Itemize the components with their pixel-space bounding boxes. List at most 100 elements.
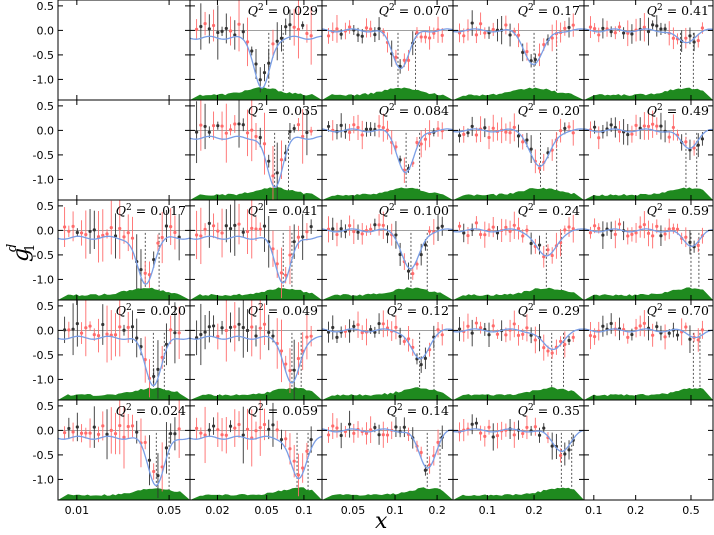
- data-point: [495, 332, 500, 336]
- data-point: [237, 422, 241, 427]
- x-tick-label: 0.05: [254, 504, 279, 517]
- data-point: [398, 334, 402, 338]
- data-point: [237, 22, 241, 26]
- data-point: [122, 328, 126, 332]
- data-point: [592, 27, 597, 31]
- data-point: [646, 124, 651, 128]
- data-point: [199, 332, 203, 337]
- data-point: [671, 36, 675, 40]
- data-point: [220, 326, 224, 330]
- data-point: [233, 122, 237, 126]
- x-tick-label: 0.5: [682, 504, 700, 517]
- data-point: [642, 25, 646, 29]
- data-point: [275, 39, 279, 43]
- y-axis-label-sup: d: [5, 244, 20, 252]
- data-point: [630, 332, 634, 337]
- data-point: [254, 134, 258, 139]
- y-tick-label: 0.5: [37, 300, 55, 313]
- data-point: [563, 452, 567, 456]
- data-point: [245, 230, 250, 234]
- data-point: [233, 223, 237, 227]
- x-tick-label: 0.2: [525, 504, 543, 517]
- panel: 0.5 0.0 -0.5 -1.0 Q2 = 0.017: [33, 199, 191, 301]
- fit-curve: [584, 28, 713, 44]
- data-point: [169, 225, 173, 229]
- panel: Q2 = 0.29: [452, 299, 585, 401]
- data-point: [470, 124, 474, 129]
- panel: Q2 = 0.12: [321, 299, 454, 401]
- y-axis-label: g d 1: [5, 244, 38, 262]
- panel: Q2 = 0.41: [583, 0, 714, 101]
- y-tick-label: 0.0: [37, 324, 55, 337]
- uncertainty-band: [190, 187, 322, 200]
- data-point: [684, 235, 688, 239]
- data-point: [385, 232, 390, 236]
- data-point: [143, 271, 147, 275]
- data-point: [613, 125, 617, 130]
- data-point: [63, 328, 67, 332]
- data-point: [667, 331, 671, 335]
- data-point: [169, 431, 173, 436]
- data-point: [216, 30, 220, 35]
- data-point: [309, 437, 313, 442]
- panel: 0.5 0.0 -0.5 -1.0 0.01 0.05 Q2 = 0.024: [33, 399, 191, 517]
- data-point: [288, 23, 292, 27]
- data-point: [419, 35, 423, 39]
- data-point: [406, 58, 411, 62]
- data-point: [571, 131, 575, 135]
- data-point: [684, 36, 688, 40]
- data-point: [436, 328, 440, 332]
- uncertainty-band: [190, 487, 322, 500]
- data-point: [195, 27, 199, 31]
- data-point: [331, 424, 335, 428]
- data-point: [525, 326, 529, 330]
- data-point: [487, 135, 491, 140]
- data-point: [466, 324, 470, 328]
- data-point: [335, 426, 339, 430]
- data-point: [233, 33, 237, 37]
- data-point: [462, 231, 466, 235]
- y-tick-label: 0.5: [37, 200, 55, 213]
- data-point: [381, 126, 385, 130]
- uncertainty-band: [322, 387, 453, 400]
- data-point: [491, 27, 495, 32]
- data-point: [466, 131, 470, 135]
- data-point: [326, 433, 331, 437]
- data-point: [356, 230, 360, 234]
- data-point: [369, 27, 373, 31]
- data-point: [207, 130, 211, 134]
- data-point: [592, 224, 597, 228]
- panel-plot-area: [453, 10, 584, 100]
- data-point: [254, 334, 258, 338]
- data-point: [101, 424, 105, 428]
- data-point: [105, 432, 109, 436]
- data-point: [356, 125, 360, 130]
- x-tick-label: 0.05: [157, 504, 182, 517]
- data-point: [348, 25, 352, 29]
- data-point: [241, 230, 245, 234]
- data-point: [684, 325, 688, 329]
- data-point: [241, 30, 245, 34]
- data-point: [305, 230, 309, 234]
- uncertainty-band: [190, 287, 322, 300]
- data-point: [462, 34, 466, 38]
- data-point: [284, 437, 288, 441]
- data-point: [537, 433, 542, 437]
- data-point: [537, 243, 542, 247]
- data-point: [309, 34, 313, 38]
- data-point: [250, 226, 254, 230]
- uncertainty-band: [453, 87, 584, 100]
- data-point: [483, 126, 487, 130]
- data-point: [542, 426, 546, 430]
- data-point: [630, 232, 634, 236]
- q2-label: Q2 = 0.035: [248, 103, 318, 118]
- panel: 0.02 0.05 0.1 Q2 = 0.059: [189, 399, 323, 517]
- data-point: [156, 241, 160, 245]
- data-point: [525, 228, 529, 232]
- data-point: [271, 174, 275, 178]
- data-point: [592, 125, 597, 129]
- data-point: [126, 325, 130, 329]
- data-point: [220, 231, 224, 235]
- uncertainty-band: [584, 387, 713, 400]
- data-point: [156, 367, 160, 372]
